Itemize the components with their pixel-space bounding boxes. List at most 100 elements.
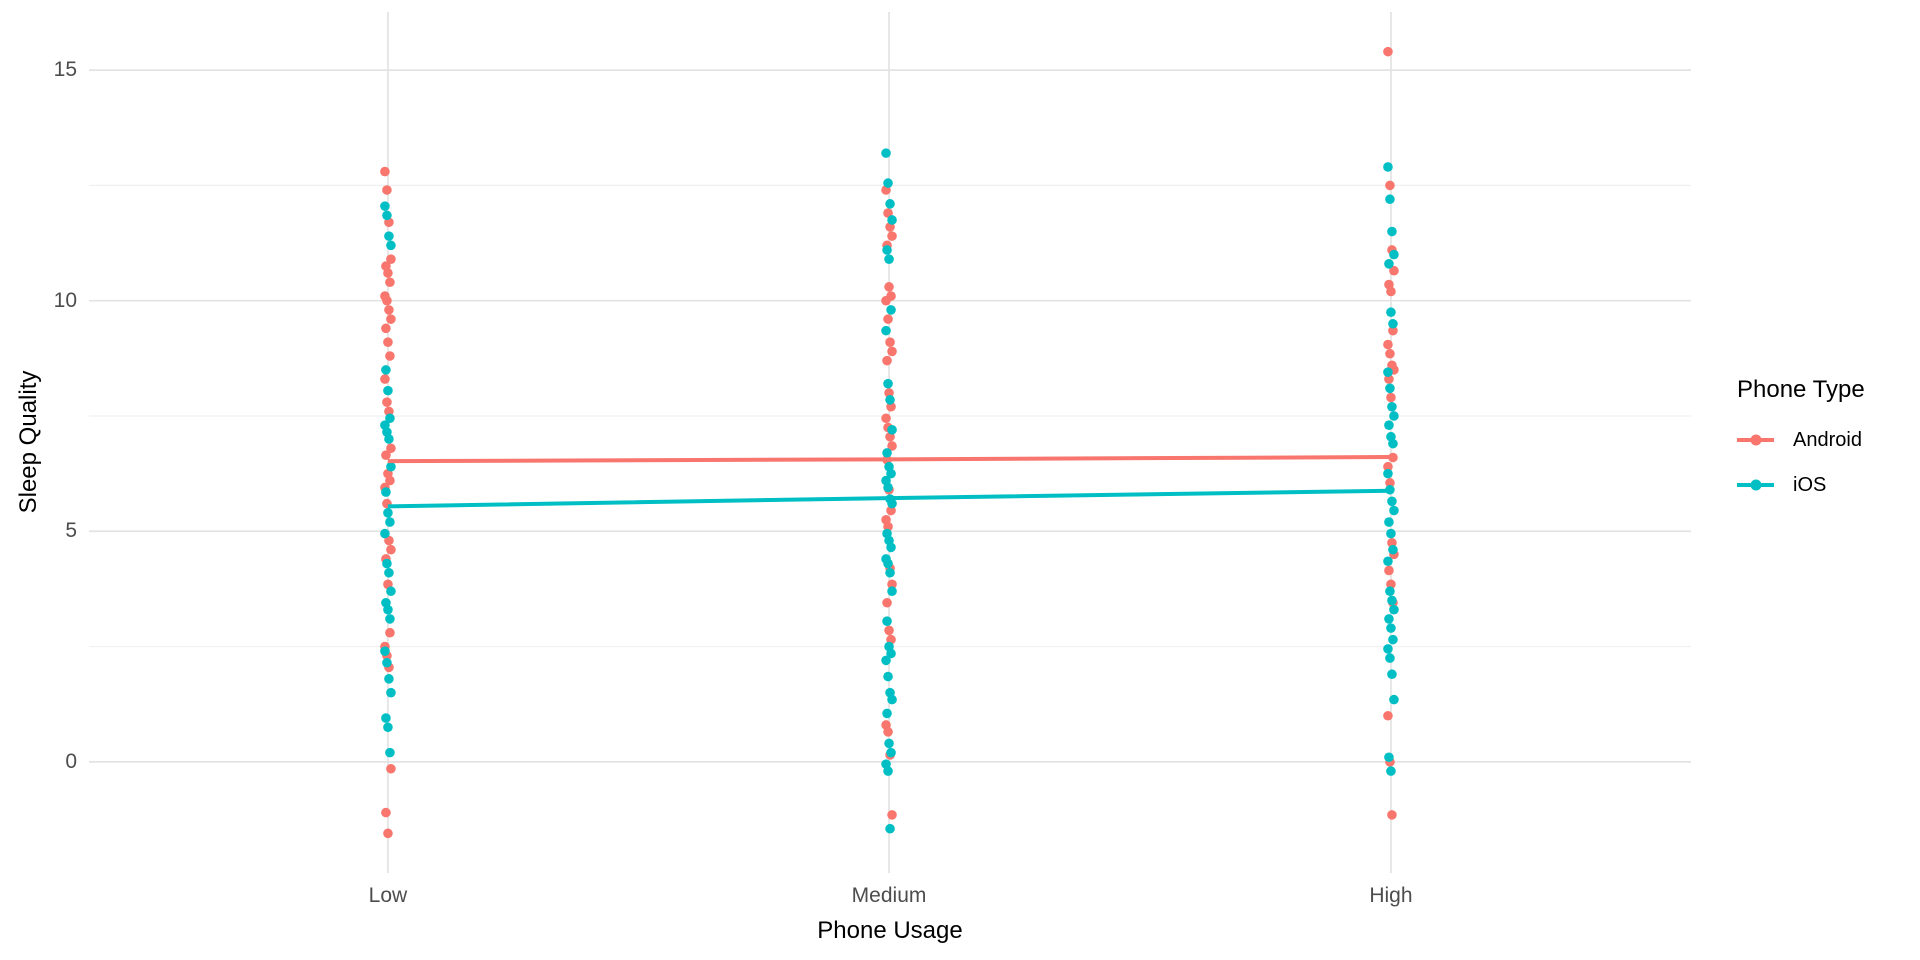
data-point-ios — [1387, 401, 1397, 412]
data-point-android — [1386, 392, 1396, 403]
android-key-dot-icon — [1750, 434, 1761, 446]
data-point-ios — [1388, 634, 1398, 645]
data-point-ios — [882, 245, 892, 255]
data-point-ios — [1388, 318, 1398, 329]
ios-key-icon — [1737, 473, 1774, 497]
data-point-ios — [1384, 420, 1394, 431]
data-point-ios — [384, 567, 394, 578]
data-point-android — [1383, 339, 1393, 350]
data-point-ios — [881, 325, 891, 336]
data-point-android — [385, 277, 395, 288]
data-point-android — [1389, 265, 1399, 276]
x-tick-label: Low — [368, 884, 408, 907]
data-point-android — [1383, 461, 1393, 472]
data-point-ios — [383, 385, 393, 396]
data-point-ios — [1384, 614, 1394, 624]
data-point-ios — [1388, 438, 1398, 449]
data-point-ios — [1383, 367, 1393, 377]
data-point-android — [386, 314, 396, 324]
data-point-android — [380, 166, 390, 177]
data-point-ios — [1387, 496, 1397, 507]
data-point-android — [386, 763, 396, 774]
data-point-ios — [887, 215, 897, 225]
data-point-android — [882, 597, 892, 608]
data-point-ios — [1384, 258, 1394, 269]
data-point-ios — [380, 646, 390, 656]
data-point-ios — [382, 558, 392, 569]
data-point-android — [884, 282, 894, 292]
data-point-android — [381, 807, 391, 818]
data-point-ios — [381, 713, 391, 723]
y-axis-title: Sleep Quality — [15, 370, 42, 514]
ios-key-dot-icon — [1750, 479, 1761, 491]
data-point-ios — [386, 240, 396, 251]
x-axis-title: Phone Usage — [817, 917, 963, 944]
data-point-ios — [383, 722, 393, 733]
data-point-ios — [383, 508, 393, 518]
data-point-ios — [1383, 162, 1393, 172]
data-point-ios — [886, 648, 896, 659]
data-point-ios — [1389, 604, 1399, 615]
data-point-android — [383, 828, 393, 839]
data-point-android — [887, 810, 897, 820]
data-point-android — [881, 295, 891, 306]
data-point-android — [1385, 180, 1395, 191]
data-point-ios — [1384, 517, 1394, 527]
data-point-ios — [1387, 669, 1397, 680]
legend-entry-ios: iOS — [1737, 473, 1865, 497]
data-point-ios — [885, 199, 895, 209]
data-point-ios — [885, 567, 895, 578]
data-point-android — [383, 268, 393, 278]
data-point-android — [881, 413, 891, 424]
data-point-android — [883, 727, 893, 737]
data-point-ios — [884, 254, 894, 264]
data-point-ios — [386, 586, 396, 597]
data-point-ios — [1385, 194, 1395, 205]
data-point-ios — [886, 747, 896, 758]
data-point-android — [384, 305, 394, 315]
data-point-ios — [381, 365, 391, 375]
data-point-android — [1387, 810, 1397, 820]
data-point-android — [385, 627, 395, 638]
data-point-ios — [386, 687, 396, 698]
data-point-ios — [883, 558, 893, 569]
data-point-ios — [884, 738, 894, 749]
data-point-android — [882, 355, 892, 366]
data-point-android — [383, 337, 393, 347]
data-point-android — [883, 314, 893, 324]
data-point-ios — [885, 395, 895, 405]
data-point-ios — [1385, 653, 1395, 663]
data-point-android — [385, 351, 395, 361]
y-tick-label: 5 — [65, 519, 77, 543]
data-point-ios — [886, 468, 896, 479]
x-tick-label: Medium — [851, 884, 927, 907]
data-point-android — [887, 346, 897, 357]
data-point-ios — [885, 823, 895, 834]
data-point-ios — [883, 482, 893, 493]
data-point-ios — [384, 231, 394, 241]
data-point-ios — [1383, 644, 1393, 654]
data-point-android — [1385, 348, 1395, 359]
data-point-ios — [1388, 544, 1398, 555]
data-point-ios — [385, 614, 395, 624]
data-point-android — [382, 185, 392, 195]
data-point-ios — [883, 378, 893, 389]
data-point-ios — [385, 413, 395, 424]
x-tick-label: High — [1369, 884, 1413, 907]
data-point-android — [884, 625, 894, 636]
data-point-android — [885, 337, 895, 347]
data-point-ios — [883, 766, 893, 776]
data-point-ios — [386, 461, 396, 472]
data-point-ios — [385, 747, 395, 758]
data-point-android — [381, 450, 391, 460]
data-point-android — [386, 544, 396, 555]
data-point-ios — [883, 178, 893, 188]
data-point-ios — [1389, 694, 1399, 705]
legend: Phone Type Android iOS — [1737, 375, 1865, 518]
data-point-android — [887, 579, 897, 590]
y-tick-label: 0 — [65, 749, 77, 773]
data-point-ios — [382, 657, 392, 668]
data-point-ios — [1383, 468, 1393, 479]
data-point-android — [386, 254, 396, 264]
